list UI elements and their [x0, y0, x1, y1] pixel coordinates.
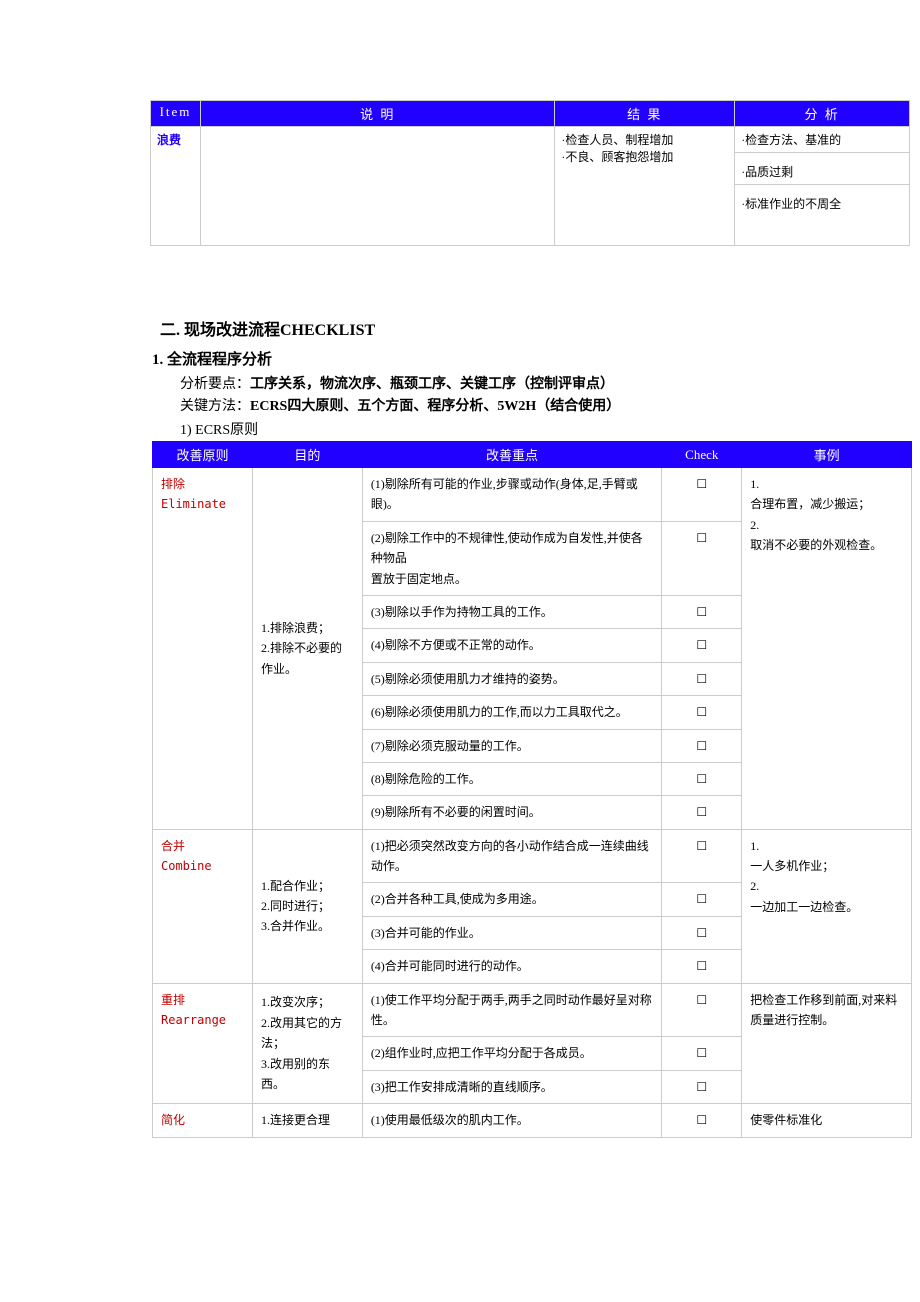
subsection-heading: 1. 全流程程序分析 — [152, 348, 770, 369]
check-cell: ☐ — [662, 1070, 742, 1103]
focus-cell: (4)剔除不方便或不正常的动作。 — [362, 629, 662, 662]
section-title: 二. 现场改进流程CHECKLIST — [160, 316, 770, 340]
purpose-cell: 1.排除浪费； 2.排除不必要的作业。 — [252, 468, 362, 830]
col-analysis: 分 析 — [735, 101, 910, 127]
line2-label: 关键方法： — [180, 399, 250, 414]
purpose-cell: 1.改变次序； 2.改用其它的方法； 3.改用别的东西。 — [252, 983, 362, 1104]
check-cell: ☐ — [662, 950, 742, 983]
analysis-points-line: 分析要点：工序关系，物流次序、瓶颈工序、关键工序（控制评审点） — [180, 373, 770, 393]
col-principle: 改善原则 — [153, 442, 253, 468]
principle-cell: 简化 — [153, 1104, 253, 1137]
check-cell: ☐ — [662, 829, 742, 883]
focus-cell: (6)剔除必须使用肌力的工作,而以力工具取代之。 — [362, 696, 662, 729]
result-cell: ·检查人员、制程增加 ·不良、顾客抱怨增加 — [555, 127, 735, 246]
col-focus: 改善重点 — [362, 442, 662, 468]
line1-text: 工序关系，物流次序、瓶颈工序、关键工序（控制评审点） — [250, 377, 614, 392]
ecrs-table: 改善原则 目的 改善重点 Check 事例 排除 Eliminate1.排除浪费… — [152, 441, 912, 1138]
focus-cell: (3)剔除以手作为持物工具的工作。 — [362, 595, 662, 628]
analysis-item: ·品质过剩 — [735, 152, 909, 184]
example-cell: 使零件标准化 — [742, 1104, 912, 1137]
item-cell: 浪费 — [151, 127, 201, 246]
check-cell: ☐ — [662, 883, 742, 916]
focus-cell: (9)剔除所有不必要的闲置时间。 — [362, 796, 662, 829]
check-cell: ☐ — [662, 796, 742, 829]
sub-item: 1) ECRS原则 — [180, 419, 770, 439]
principle-cell: 合并 Combine — [153, 829, 253, 983]
line1-label: 分析要点： — [180, 377, 250, 392]
analysis-item: ·检查方法、基准的 — [735, 127, 909, 152]
check-cell: ☐ — [662, 662, 742, 695]
focus-cell: (7)剔除必须克服动量的工作。 — [362, 729, 662, 762]
example-cell: 把检查工作移到前面,对来料质量进行控制。 — [742, 983, 912, 1104]
purpose-cell: 1.连接更合理 — [252, 1104, 362, 1137]
check-cell: ☐ — [662, 696, 742, 729]
col-item: Item — [151, 101, 201, 127]
principle-cell: 排除 Eliminate — [153, 468, 253, 830]
col-desc: 说 明 — [200, 101, 554, 127]
principle-cell: 重排Rearrange — [153, 983, 253, 1104]
col-example: 事例 — [742, 442, 912, 468]
check-cell: ☐ — [662, 629, 742, 662]
col-purpose: 目的 — [252, 442, 362, 468]
waste-table: Item 说 明 结 果 分 析 浪费 ·检查人员、制程增加 ·不良、顾客抱怨增… — [150, 100, 910, 246]
subsection-num: 1. — [152, 352, 163, 368]
col-check: Check — [662, 442, 742, 468]
check-cell: ☐ — [662, 1104, 742, 1137]
check-cell: ☐ — [662, 468, 742, 522]
desc-cell — [200, 127, 554, 246]
focus-cell: (2)组作业时,应把工作平均分配于各成员。 — [362, 1037, 662, 1070]
focus-cell: (8)剔除危险的工作。 — [362, 762, 662, 795]
focus-cell: (1)把必须突然改变方向的各小动作结合成一连续曲线动作。 — [362, 829, 662, 883]
check-cell: ☐ — [662, 762, 742, 795]
focus-cell: (3)合并可能的作业。 — [362, 916, 662, 949]
check-cell: ☐ — [662, 595, 742, 628]
focus-cell: (5)剔除必须使用肌力才维持的姿势。 — [362, 662, 662, 695]
check-cell: ☐ — [662, 983, 742, 1037]
line2-text: ECRS四大原则、五个方面、程序分析、5W2H（结合使用） — [250, 399, 620, 414]
purpose-cell: 1.配合作业； 2.同时进行； 3.合并作业。 — [252, 829, 362, 983]
check-cell: ☐ — [662, 729, 742, 762]
focus-cell: (2)剔除工作中的不规律性,使动作成为自发性,并使各种物品 置放于固定地点。 — [362, 521, 662, 595]
focus-cell: (2)合并各种工具,使成为多用途。 — [362, 883, 662, 916]
subsection-title: 全流程程序分析 — [167, 352, 272, 368]
focus-cell: (4)合并可能同时进行的动作。 — [362, 950, 662, 983]
focus-cell: (1)使用最低级次的肌内工作。 — [362, 1104, 662, 1137]
check-cell: ☐ — [662, 521, 742, 595]
example-cell: 1. 一人多机作业； 2. 一边加工一边检查。 — [742, 829, 912, 983]
analysis-item: ·标准作业的不周全 — [735, 184, 909, 216]
check-cell: ☐ — [662, 916, 742, 949]
focus-cell: (1)使工作平均分配于两手,两手之同时动作最好呈对称性。 — [362, 983, 662, 1037]
focus-cell: (1)剔除所有可能的作业,步骤或动作(身体,足,手臂或眼)。 — [362, 468, 662, 522]
analysis-cell: ·检查方法、基准的 ·品质过剩 ·标准作业的不周全 — [735, 127, 910, 246]
example-cell: 1. 合理布置，减少搬运； 2. 取消不必要的外观检查。 — [742, 468, 912, 830]
check-cell: ☐ — [662, 1037, 742, 1070]
focus-cell: (3)把工作安排成清晰的直线顺序。 — [362, 1070, 662, 1103]
key-methods-line: 关键方法：ECRS四大原则、五个方面、程序分析、5W2H（结合使用） — [180, 395, 770, 415]
col-result: 结 果 — [555, 101, 735, 127]
